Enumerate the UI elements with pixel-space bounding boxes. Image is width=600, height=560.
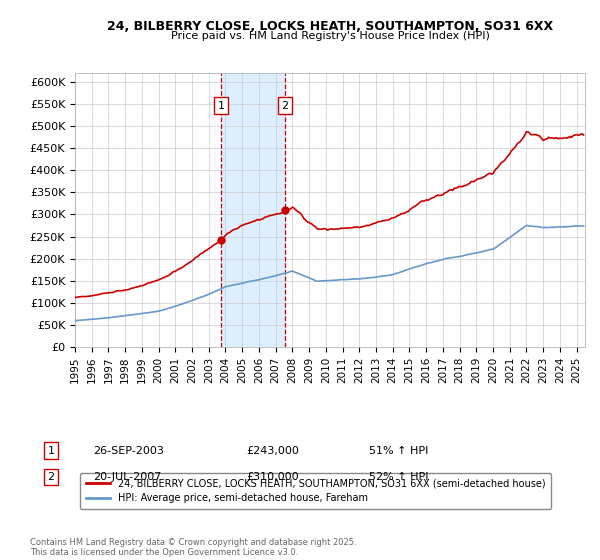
Bar [221, 73, 285, 347]
Text: 24, BILBERRY CLOSE, LOCKS HEATH, SOUTHAMPTON, SO31 6XX: 24, BILBERRY CLOSE, LOCKS HEATH, SOUTHAM… [107, 20, 553, 32]
Text: 52% ↑ HPI: 52% ↑ HPI [369, 472, 428, 482]
Text: £310,000: £310,000 [246, 472, 299, 482]
Text: Contains HM Land Registry data © Crown copyright and database right 2025.
This d: Contains HM Land Registry data © Crown c… [30, 538, 356, 557]
Text: 1: 1 [218, 101, 224, 111]
Text: 51% ↑ HPI: 51% ↑ HPI [369, 446, 428, 456]
Text: Price paid vs. HM Land Registry's House Price Index (HPI): Price paid vs. HM Land Registry's House … [170, 31, 490, 41]
Text: 2: 2 [47, 472, 55, 482]
Legend: 24, BILBERRY CLOSE, LOCKS HEATH, SOUTHAMPTON, SO31 6XX (semi-detached house), HP: 24, BILBERRY CLOSE, LOCKS HEATH, SOUTHAM… [80, 473, 551, 510]
Text: 26-SEP-2003: 26-SEP-2003 [93, 446, 164, 456]
Text: 1: 1 [47, 446, 55, 456]
Text: £243,000: £243,000 [246, 446, 299, 456]
Text: 2: 2 [281, 101, 289, 111]
Text: 20-JUL-2007: 20-JUL-2007 [93, 472, 161, 482]
